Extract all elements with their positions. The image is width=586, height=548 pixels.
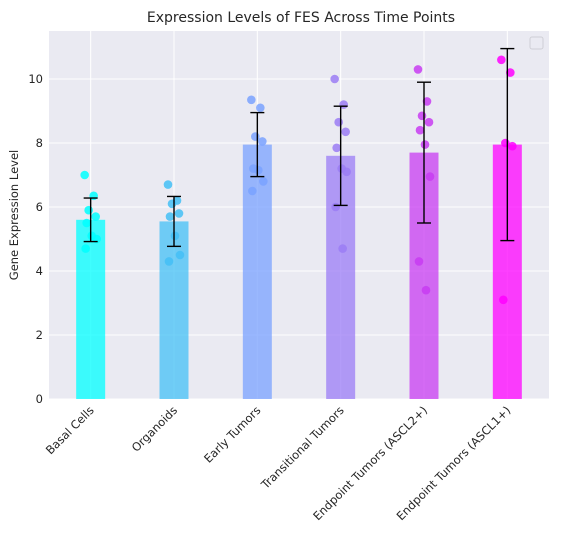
data-point [175,250,185,260]
data-point [338,244,347,253]
data-point [330,74,339,84]
data-point [417,111,427,121]
data-point [342,167,351,177]
legend [529,36,544,50]
y-axis-label: Gene Expression Level [7,150,21,280]
data-point [84,205,93,215]
data-point [421,285,431,295]
data-point [80,170,89,180]
y-tick-label: 4 [36,264,43,278]
data-point [164,257,174,266]
data-point [332,143,341,153]
x-tick-label: Transitional Tumors [258,403,347,492]
y-tick-label: 0 [36,392,43,406]
data-point [422,97,432,106]
x-tick-label: Basal Cells [43,403,97,457]
y-axis: 0 2 4 6 8 10 [28,72,43,406]
data-point [91,212,100,221]
data-point [247,95,256,105]
data-point [258,137,267,146]
data-point [425,172,435,181]
data-point [506,68,515,77]
data-point [254,165,263,175]
data-point [251,132,260,141]
data-point [256,103,265,113]
data-point [334,117,343,127]
data-point [499,295,508,305]
y-tick-label: 8 [36,136,43,150]
x-tick-label: Early Tumors [201,403,263,465]
data-point [81,244,90,253]
error-bars-layer [83,47,515,248]
data-point [414,257,424,266]
data-point [420,140,430,149]
data-point [82,218,91,228]
bar [76,219,106,399]
data-point [415,125,425,135]
data-point [497,55,506,65]
bars-layer [76,144,522,399]
data-point [341,127,350,137]
x-tick-label: Organoids [129,403,180,454]
data-point [248,186,257,196]
y-tick-label: 2 [36,328,43,342]
points-layer [80,55,517,305]
chart-title: Expression Levels of FES Across Time Poi… [147,10,455,26]
data-point [163,180,173,189]
data-point [165,212,175,221]
y-tick-label: 10 [28,72,43,86]
data-point [331,202,340,212]
data-point [259,177,268,186]
y-tick-label: 6 [36,200,43,214]
data-point [508,141,517,151]
data-point [174,209,184,218]
plot-area [49,31,549,399]
bar [159,221,189,399]
x-axis: Basal Cells Organoids Early TumorsTransiti… [43,403,514,523]
data-point [167,199,177,209]
data-point [413,65,423,74]
data-point [424,117,434,127]
bar [242,144,272,399]
data-point [170,231,180,241]
